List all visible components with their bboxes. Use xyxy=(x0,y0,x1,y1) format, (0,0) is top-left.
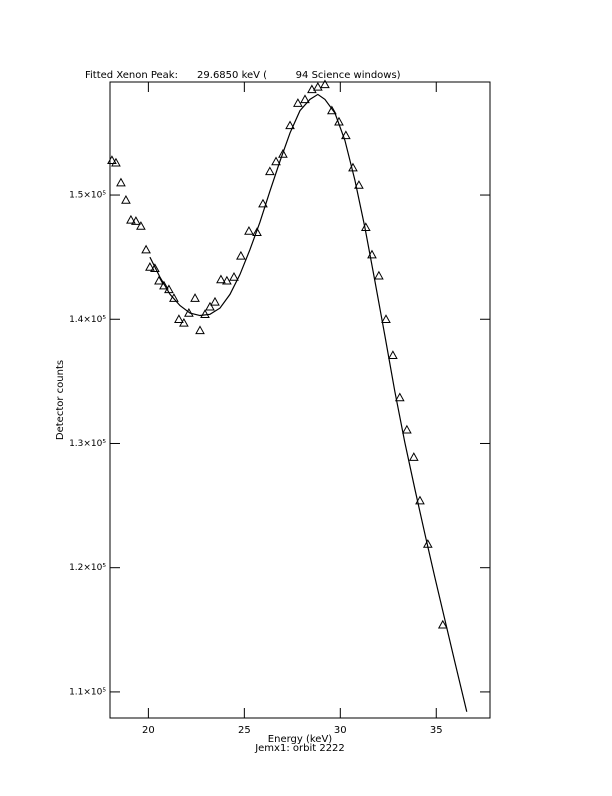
x-tick-label: 20 xyxy=(142,725,155,736)
data-point xyxy=(179,317,189,327)
data-point xyxy=(121,194,131,204)
data-point xyxy=(154,275,164,285)
data-point xyxy=(388,350,398,359)
data-point xyxy=(126,214,136,224)
data-point xyxy=(252,227,262,237)
y-tick-label: 1.5×10⁵ xyxy=(69,191,106,201)
x-tick-label: 35 xyxy=(430,725,443,736)
y-tick-label: 1.2×10⁵ xyxy=(69,563,106,573)
data-point xyxy=(327,105,337,115)
data-point xyxy=(244,226,254,235)
data-point xyxy=(258,198,268,208)
data-point xyxy=(195,325,205,335)
data-point xyxy=(341,130,351,140)
data-point xyxy=(107,155,117,164)
data-point xyxy=(205,301,215,311)
data-point xyxy=(381,314,391,323)
data-point xyxy=(169,293,179,302)
data-point xyxy=(222,275,232,285)
data-point xyxy=(271,156,281,166)
y-tick-label: 1.4×10⁵ xyxy=(69,315,106,325)
y-tick-label: 1.1×10⁵ xyxy=(69,687,106,697)
data-point xyxy=(216,274,226,284)
data-point xyxy=(320,79,330,89)
data-point xyxy=(374,270,384,280)
data-point xyxy=(437,619,448,629)
data-point xyxy=(116,177,126,187)
data-point xyxy=(210,296,220,306)
data-point xyxy=(236,250,246,260)
data-point xyxy=(300,94,310,104)
chart-title: Fitted Xenon Peak: 29.6850 keV ( 94 Scie… xyxy=(85,70,401,81)
x-axis-label: Energy (keV) xyxy=(268,734,333,745)
y-axis-label: Detector counts xyxy=(55,360,66,440)
data-point xyxy=(312,81,323,91)
y-tick-label: 1.3×10⁵ xyxy=(69,439,106,449)
plot-frame xyxy=(109,81,491,719)
data-point xyxy=(354,180,364,189)
data-point xyxy=(131,216,141,225)
data-point xyxy=(190,293,200,302)
data-point xyxy=(111,157,121,167)
data-point xyxy=(394,392,405,402)
data-point xyxy=(200,309,210,318)
data-point xyxy=(141,244,151,254)
data-point xyxy=(265,166,275,176)
annotation: Jemx1: orbit 2222 xyxy=(254,743,345,754)
data-point xyxy=(229,271,239,281)
data-point xyxy=(159,280,169,290)
data-point xyxy=(285,120,295,130)
data-point xyxy=(150,263,160,273)
data-point xyxy=(293,98,303,107)
data-point xyxy=(145,262,155,271)
data-point xyxy=(136,221,146,230)
data-point xyxy=(174,314,184,323)
data-point xyxy=(408,452,419,461)
data-point xyxy=(278,149,288,158)
x-tick-label: 25 xyxy=(238,725,251,736)
fit-curve xyxy=(149,93,468,712)
x-tick-label: 30 xyxy=(334,725,347,736)
data-point xyxy=(402,424,412,434)
